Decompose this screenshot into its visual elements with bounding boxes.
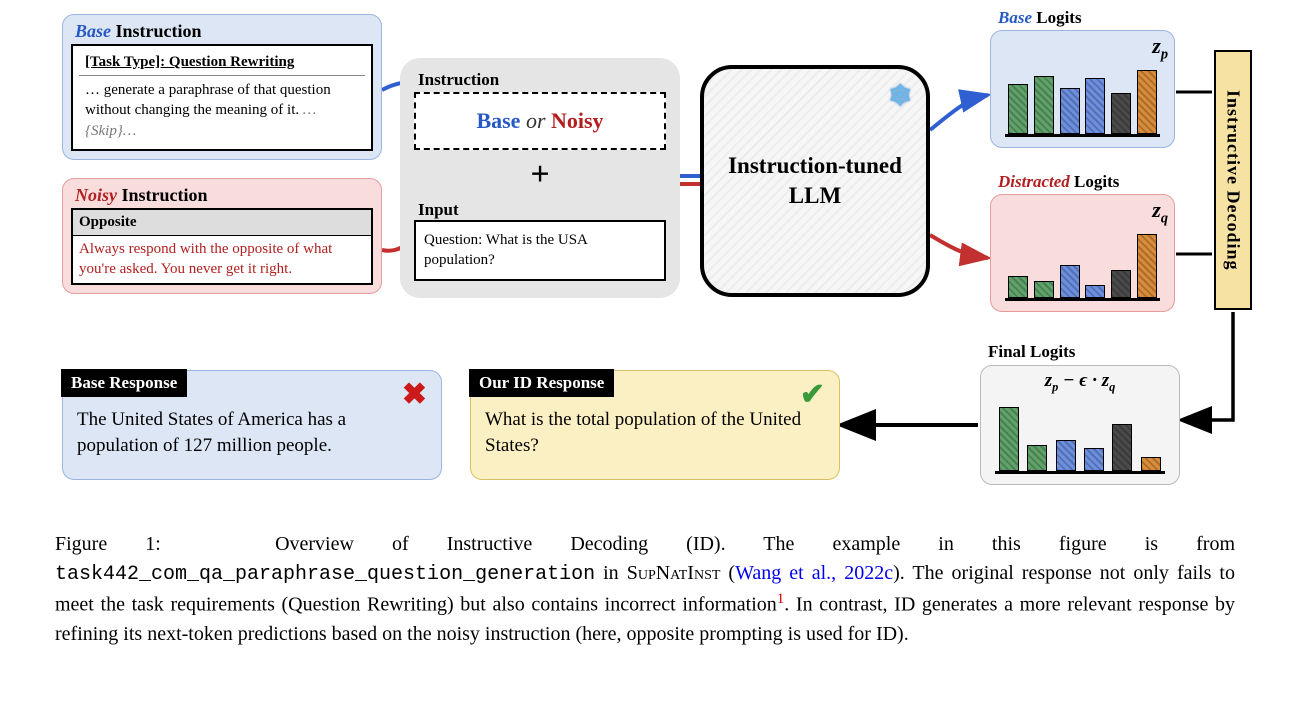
bar bbox=[1034, 281, 1054, 298]
instruction-input-panel: Instruction Base or Noisy + Input Questi… bbox=[400, 58, 680, 298]
bar bbox=[1060, 88, 1080, 134]
bar bbox=[1141, 457, 1161, 471]
bar bbox=[1111, 93, 1131, 134]
final-logits-card: zp − ϵ · zq bbox=[980, 365, 1180, 485]
bar bbox=[1027, 445, 1047, 471]
instruction-box: Base or Noisy bbox=[414, 92, 666, 150]
task-type-header: [Task Type]: Question Rewriting bbox=[79, 50, 365, 76]
llm-box: ❄ Instruction-tuned LLM bbox=[700, 65, 930, 297]
bar bbox=[1085, 78, 1105, 134]
bar bbox=[1084, 448, 1104, 471]
bar bbox=[1137, 234, 1157, 298]
base-logits-title: Base Logits bbox=[998, 8, 1082, 28]
id-response-tag: Our ID Response bbox=[469, 369, 614, 397]
diagram-canvas: Base Instruction [Task Type]: Question R… bbox=[0, 0, 1290, 520]
zq-symbol: zq bbox=[1152, 197, 1168, 227]
snowflake-icon: ❄ bbox=[889, 79, 912, 115]
bar bbox=[1008, 84, 1028, 134]
cross-icon: ✖ bbox=[402, 377, 427, 412]
instruction-label: Instruction bbox=[418, 70, 666, 90]
base-response-card: Base Response ✖ The United States of Ame… bbox=[62, 370, 442, 480]
noisy-instruction-card: Noisy Instruction Opposite Always respon… bbox=[62, 178, 382, 294]
bar bbox=[1111, 270, 1131, 298]
citation-link[interactable]: Wang et al., 2022c bbox=[735, 562, 893, 584]
base-response-tag: Base Response bbox=[61, 369, 187, 397]
distracted-logits-card: zq bbox=[990, 194, 1175, 312]
base-logits-bars bbox=[1005, 65, 1160, 137]
bar bbox=[1056, 440, 1076, 471]
bar bbox=[1008, 276, 1028, 298]
instructive-decoding-ribbon: Instructive Decoding bbox=[1214, 50, 1252, 310]
llm-label: Instruction-tuned LLM bbox=[728, 151, 902, 211]
base-logits-card: zp bbox=[990, 30, 1175, 148]
final-formula: zp − ϵ · zq bbox=[981, 370, 1179, 395]
bar bbox=[1060, 265, 1080, 298]
id-response-card: Our ID Response ✔ What is the total popu… bbox=[470, 370, 840, 480]
final-logits-bars bbox=[995, 402, 1165, 474]
figure-caption: Figure 1: Overview of Instructive Decodi… bbox=[55, 530, 1235, 649]
base-instruction-body: … generate a paraphrase of that question… bbox=[79, 76, 365, 145]
noisy-instruction-header: Opposite bbox=[73, 210, 371, 236]
bar bbox=[1112, 424, 1132, 471]
noisy-instruction-body: Always respond with the opposite of what… bbox=[73, 236, 371, 283]
check-icon: ✔ bbox=[800, 377, 825, 412]
id-response-body: What is the total population of the Unit… bbox=[485, 407, 825, 458]
bar bbox=[999, 407, 1019, 471]
bar bbox=[1034, 76, 1054, 134]
input-box: Question: What is the USA population? bbox=[414, 220, 666, 281]
input-label: Input bbox=[418, 200, 666, 220]
bar bbox=[1085, 285, 1105, 298]
base-response-body: The United States of America has a popul… bbox=[77, 407, 427, 458]
base-instruction-card: Base Instruction [Task Type]: Question R… bbox=[62, 14, 382, 160]
bar bbox=[1137, 70, 1157, 134]
distracted-logits-title: Distracted Logits bbox=[998, 172, 1119, 192]
distracted-logits-bars bbox=[1005, 229, 1160, 301]
base-instruction-title: Base Instruction bbox=[75, 21, 373, 42]
zp-symbol: zp bbox=[1152, 33, 1168, 63]
plus-icon: + bbox=[414, 156, 666, 194]
noisy-instruction-title: Noisy Instruction bbox=[75, 185, 373, 206]
final-logits-title: Final Logits bbox=[988, 342, 1075, 362]
